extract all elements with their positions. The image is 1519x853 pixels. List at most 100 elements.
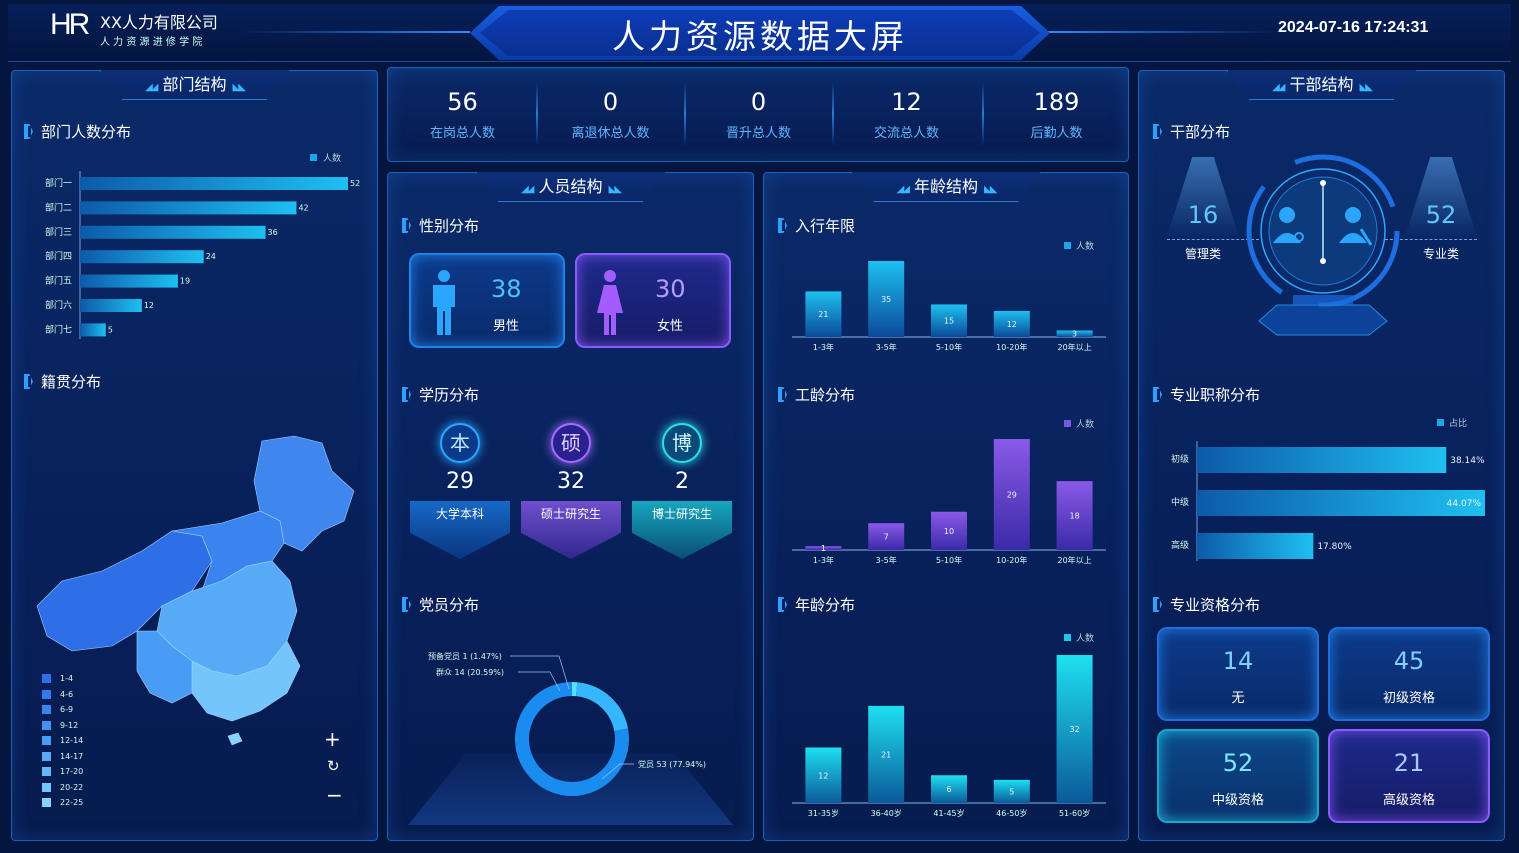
age-dist-title: 年龄分布 — [778, 594, 855, 615]
pedestal-top — [1293, 295, 1353, 305]
bar — [931, 511, 967, 550]
age-structure-panel: ◢◢ 年龄结构 ◣◣ 入行年限 人数 21 1-3年 35 3-5年 15 5-10年 12 10-… — [763, 172, 1129, 841]
map-region-west[interactable] — [36, 530, 213, 652]
bar-value-label: 10 — [944, 527, 954, 536]
map-legend-label: 14-17 — [60, 751, 84, 761]
divider — [536, 82, 538, 146]
master-badge-icon: 硕 — [551, 423, 591, 463]
map-legend-item[interactable]: 6-9 — [42, 702, 83, 718]
donut-label: 预备党员 1 (1.47%) — [428, 651, 502, 661]
bar — [931, 304, 967, 337]
company-subtitle: 人 力 资 源 进 修 学 院 — [100, 37, 203, 48]
map-reset-button[interactable]: ↻ — [327, 757, 340, 775]
mgmt-divider — [1167, 239, 1259, 240]
bachelor-value: 29 — [446, 469, 474, 494]
china-map[interactable] — [32, 431, 362, 751]
bar-value-label: 29 — [1007, 491, 1017, 500]
dept-bar — [80, 201, 297, 215]
section-marker-icon — [402, 387, 411, 402]
work-years-chart: 人数 1 1-3年 7 3-5年 10 5-10年 29 10-20年 18 20年以上 — [792, 418, 1106, 565]
map-legend-item[interactable]: 22-25 — [42, 795, 83, 811]
doctor-label: 博士研究生 — [651, 507, 712, 521]
pro-divider — [1385, 239, 1477, 240]
leader-line — [510, 655, 570, 690]
map-zoom-in-button[interactable]: + — [324, 727, 341, 751]
dot — [1320, 258, 1326, 264]
dept-legend: 人数 — [310, 151, 341, 164]
map-legend-item[interactable]: 4-6 — [42, 687, 83, 703]
dept-bar — [80, 225, 266, 239]
legend-swatch — [1437, 419, 1444, 426]
donut-slice — [515, 682, 629, 796]
map-region-southwest[interactable] — [136, 630, 193, 704]
bar — [868, 261, 905, 337]
bar-value-label: 12 — [818, 771, 828, 780]
legend-label: 人数 — [1076, 240, 1094, 252]
mgmt-label: 管理类 — [1184, 247, 1221, 261]
map-legend-item[interactable]: 12-14 — [42, 733, 83, 749]
edu-title: 学历分布 — [402, 384, 479, 405]
male-label: 男性 — [493, 319, 520, 334]
qual-card-none: 14 无 — [1157, 627, 1319, 721]
female-icon — [597, 270, 623, 335]
qual-senior-value: 21 — [1393, 749, 1425, 777]
legend-swatch-icon — [42, 689, 51, 699]
entry-years-title: 入行年限 — [778, 215, 855, 236]
dept-category-label: 部门一 — [45, 177, 72, 189]
dept-value-label: 52 — [350, 179, 360, 188]
stat-logistics: 189 后勤人数 — [1030, 88, 1083, 141]
company-name: XX人力有限公司 — [100, 13, 218, 32]
stat-exchange: 12 交流总人数 — [873, 88, 939, 141]
logo-mark: HR — [50, 8, 90, 41]
legend-swatch-icon — [42, 798, 51, 808]
map-legend-item[interactable]: 1-4 — [42, 671, 83, 687]
qual-card-senior: 21 高级资格 — [1328, 729, 1490, 823]
map-region-south[interactable] — [191, 640, 301, 722]
x-tick-label: 10-20年 — [996, 342, 1027, 352]
specialist-icon — [1339, 207, 1373, 246]
bar-value-label: 35 — [881, 295, 891, 304]
header-line-left — [240, 31, 470, 33]
party-donut-chart: 预备党员 1 (1.47%) 群众 14 (20.59%) 党员 53 (77.94… — [428, 651, 706, 796]
map-zoom-out-button[interactable]: − — [326, 783, 343, 807]
map-region-hainan[interactable] — [227, 732, 243, 746]
legend-label: 人数 — [1076, 418, 1094, 430]
female-card: 30 女性 — [575, 253, 731, 348]
map-legend-label: 4-6 — [60, 689, 74, 699]
bar — [868, 523, 905, 550]
datetime: 2024-07-16 17:24:31 — [1278, 19, 1429, 36]
divider — [982, 82, 984, 146]
dept-category-label: 部门五 — [45, 275, 72, 287]
bar — [1056, 481, 1093, 550]
x-tick-label: 5-10年 — [936, 342, 962, 352]
dept-value-label: 12 — [144, 301, 154, 310]
edu-master: 硕 32 硕士研究生 — [519, 421, 623, 571]
bar-value-label: 1 — [821, 544, 826, 553]
cadre-structure-panel: ◢◢ 干部结构 ◣◣ 干部分布 16 管理类 52 专业类 专业职称分布 占比 初级 3… — [1138, 70, 1505, 841]
dept-category-label: 部门四 — [45, 250, 72, 262]
stat-on-duty: 56 在岗总人数 — [429, 88, 495, 141]
map-legend-item[interactable]: 17-20 — [42, 764, 83, 780]
male-value: 38 — [491, 275, 522, 303]
qual-middle-value: 52 — [1222, 749, 1254, 777]
stat-promoted: 0 晋升总人数 — [725, 88, 791, 141]
party-title: 党员分布 — [402, 594, 479, 615]
qual-card-junior: 45 初级资格 — [1328, 627, 1490, 721]
qual-junior-label: 初级资格 — [1382, 691, 1435, 706]
male-icon — [433, 270, 455, 335]
bar — [868, 705, 905, 803]
legend-label: 占比 — [1449, 417, 1467, 429]
native-dist-title: 籍贯分布 — [24, 371, 101, 392]
map-legend-item[interactable]: 9-12 — [42, 718, 83, 734]
map-legend-item[interactable]: 20-22 — [42, 780, 83, 796]
section-marker-icon — [402, 597, 411, 612]
map-legend-item[interactable]: 14-17 — [42, 749, 83, 765]
dept-bar — [80, 323, 106, 337]
stats-bar: 56 在岗总人数 0 离退休总人数 0 晋升总人数 12 交流总人数 189 后勤人数 — [387, 67, 1129, 162]
legend-swatch-icon — [42, 736, 51, 746]
dot — [1320, 180, 1326, 186]
bar-value-label: 5 — [1009, 787, 1014, 796]
title-bar — [1197, 490, 1485, 516]
section-marker-icon — [1153, 597, 1162, 612]
bar — [931, 775, 967, 803]
